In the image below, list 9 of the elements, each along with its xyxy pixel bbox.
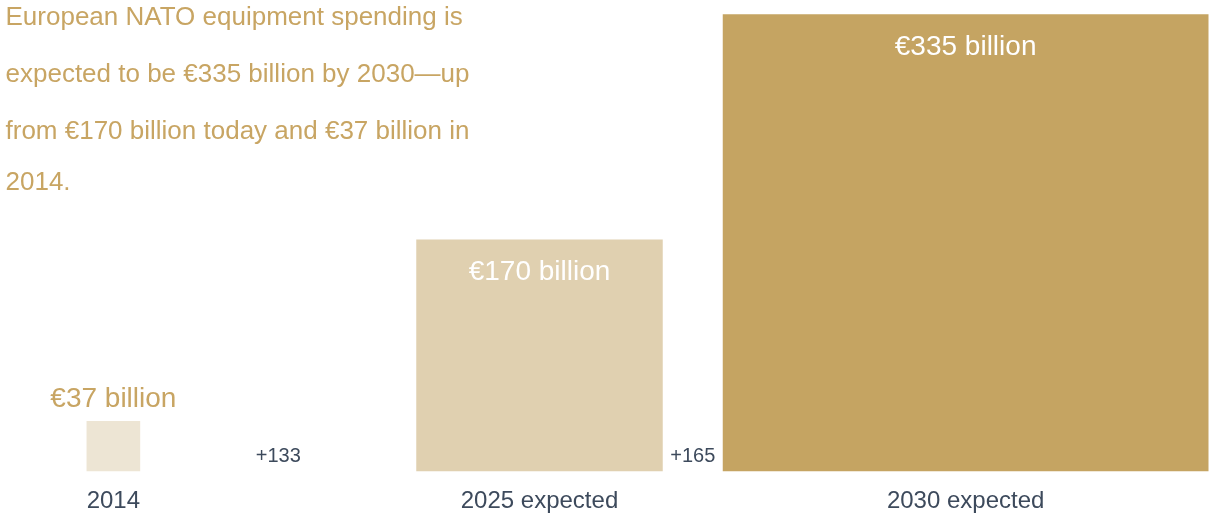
- data-label: €37 billion: [50, 381, 177, 413]
- x-tick-label: 2025 expected: [460, 485, 619, 513]
- data-label: €170 billion: [468, 255, 611, 287]
- text: European NATO equipment spending is expected to be €335 billion by 2030—up from €170 billion today and €37 billion in 2014.: [5, 0, 470, 196]
- x-tick-label: 2030 expected: [886, 485, 1045, 513]
- annotation: +133: [255, 444, 301, 467]
- x-tick-label: 2014: [86, 485, 141, 513]
- annotation: +165: [670, 444, 716, 467]
- data-label: €335 billion: [894, 30, 1037, 62]
